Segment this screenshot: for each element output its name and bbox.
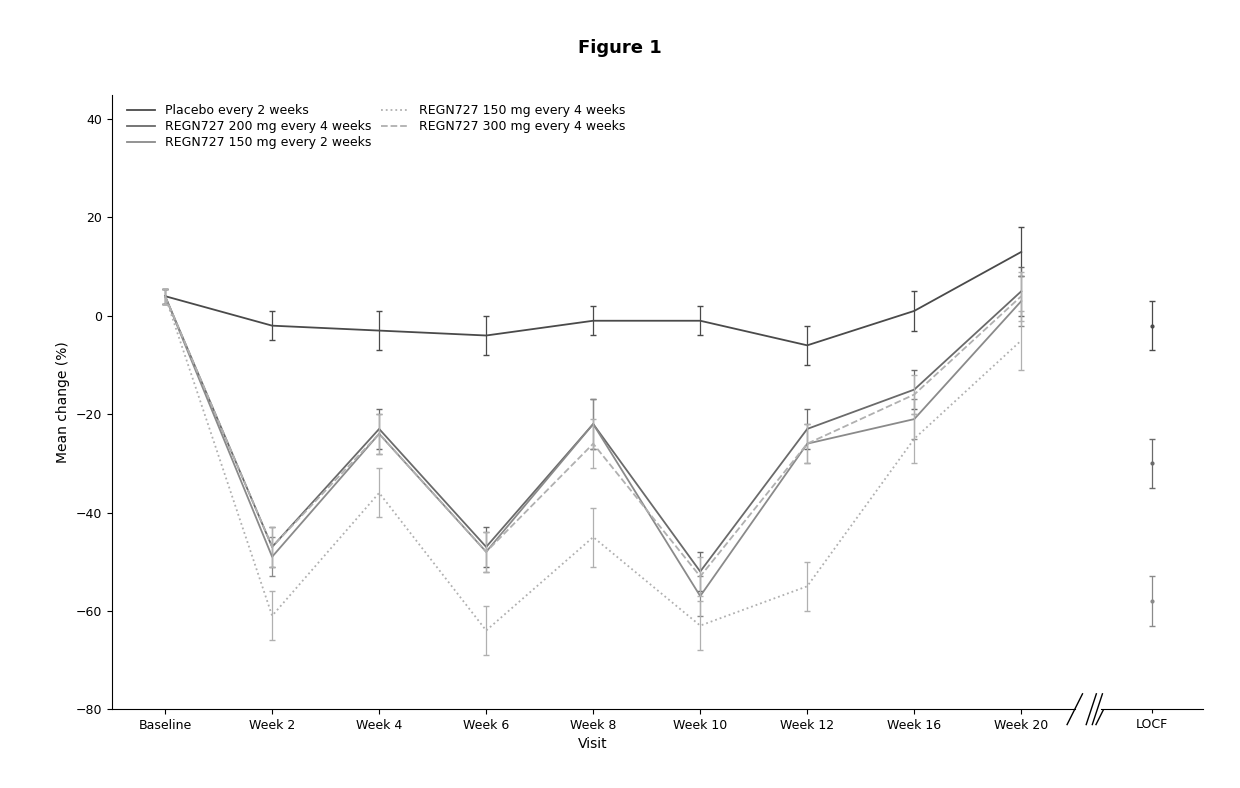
Legend: Placebo every 2 weeks, REGN727 200 mg every 4 weeks, REGN727 150 mg every 2 week: Placebo every 2 weeks, REGN727 200 mg ev…: [128, 104, 625, 149]
X-axis label: Visit: Visit: [578, 738, 608, 752]
Text: Figure 1: Figure 1: [578, 39, 662, 58]
Y-axis label: Mean change (%): Mean change (%): [56, 341, 69, 463]
